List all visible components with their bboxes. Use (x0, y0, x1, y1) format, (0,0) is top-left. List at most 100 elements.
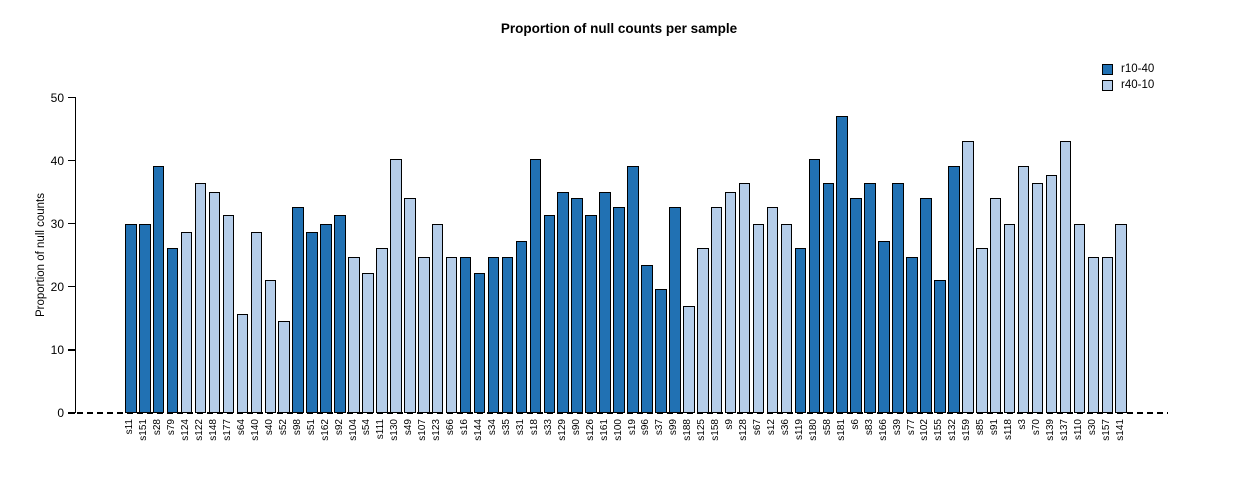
x-tick-label-s148: s148 (208, 419, 219, 441)
x-tick-label-s99: s99 (668, 419, 680, 436)
bar-s125 (696, 248, 709, 413)
bar-s151 (138, 224, 151, 413)
bar-s83 (864, 182, 876, 413)
bar-s132 (948, 166, 960, 413)
x-tick-label-s132: s132 (947, 419, 959, 441)
x-tick-label-s52: s52 (277, 419, 289, 436)
x-tick-label-s37: s37 (654, 419, 666, 436)
x-tick-label-s98: s98 (291, 419, 303, 436)
chart-title: Proportion of null counts per sample (500, 21, 738, 36)
bar-s58 (822, 182, 835, 413)
x-tick-label-s100: s100 (612, 419, 624, 441)
x-tick-label-s129: s129 (556, 419, 568, 441)
bar-s177 (222, 214, 235, 413)
x-tick-label-s91: s91 (989, 419, 1001, 436)
legend-swatch-r10-40 (1102, 63, 1113, 75)
y-tick-mark (68, 96, 75, 99)
legend-label-r10-40: r10-40 (1121, 63, 1155, 75)
bar-s119 (794, 248, 807, 413)
x-tick-label-s79: s79 (166, 419, 178, 436)
legend: r10-40 r40-10 (1102, 61, 1154, 93)
bar-s92 (334, 214, 346, 413)
x-tick-label-s181: s181 (835, 419, 847, 441)
x-tick-label-s166: s166 (877, 419, 889, 441)
x-tick-label-s30: s30 (1086, 419, 1098, 436)
x-tick-label-s58: s58 (821, 419, 833, 436)
bar-s118 (1003, 224, 1016, 413)
bar-s54 (362, 272, 374, 413)
bar-s9 (724, 191, 737, 413)
y-tick-mark (68, 349, 75, 351)
x-tick-label-s122: s122 (194, 419, 206, 441)
bar-s99 (669, 206, 681, 413)
x-tick-label-s159: s159 (961, 419, 973, 441)
x-tick-label-s104: s104 (347, 419, 359, 441)
x-tick-label-s119: s119 (793, 419, 805, 440)
x-tick-label-s139: s139 (1045, 419, 1056, 441)
bar-s16 (459, 257, 472, 413)
bar-s124 (180, 231, 193, 413)
x-tick-label-s34: s34 (487, 419, 498, 436)
x-tick-label-s36: s36 (779, 419, 791, 436)
x-tick-label-s128: s128 (738, 419, 750, 441)
bar-s126 (585, 214, 597, 413)
bar-s148 (208, 191, 221, 413)
x-tick-label-s83: s83 (863, 419, 875, 436)
x-tick-label-s110: s110 (1072, 419, 1084, 440)
x-tick-label-s180: s180 (807, 419, 819, 441)
y-tick-label: 50 (50, 90, 64, 105)
x-tick-label-s111: s111 (375, 419, 387, 440)
x-tick-label-s31: s31 (514, 419, 526, 436)
x-tick-label-s141: s141 (1114, 419, 1126, 441)
x-tick-label-s125: s125 (696, 419, 708, 441)
x-tick-label-s39: s39 (891, 419, 903, 436)
bar-s137 (1059, 141, 1072, 413)
x-tick-label-s137: s137 (1058, 419, 1070, 441)
x-tick-label-s123: s123 (431, 419, 443, 441)
bar-s37 (655, 289, 667, 413)
x-tick-label-s140: s140 (249, 419, 261, 441)
bar-s51 (306, 231, 318, 413)
x-tick-label-s28: s28 (152, 419, 164, 436)
bar-s31 (515, 240, 528, 413)
bar-s40 (264, 280, 277, 413)
x-tick-label-s9: s9 (724, 419, 736, 430)
y-tick-label: 20 (50, 279, 64, 294)
bar-s3 (1017, 166, 1030, 413)
bar-s49 (404, 198, 416, 413)
bar-s30 (1087, 257, 1100, 413)
x-tick-label-s70: s70 (1031, 419, 1043, 436)
x-tick-label-s67: s67 (752, 419, 764, 436)
bar-s19 (627, 166, 639, 413)
x-tick-label-s3: s3 (1017, 419, 1029, 430)
y-tick-label: 40 (50, 153, 64, 168)
bar-s161 (599, 191, 611, 413)
x-tick-label-s6: s6 (849, 419, 861, 430)
bar-s39 (892, 182, 904, 413)
y-tick-mark (68, 223, 75, 225)
bar-s157 (1101, 257, 1114, 413)
x-tick-label-s64: s64 (235, 419, 247, 436)
legend-swatch-r40-10 (1102, 79, 1113, 91)
bar-s11 (125, 224, 137, 413)
bar-s155 (934, 280, 946, 413)
y-tick-label: 30 (50, 216, 64, 231)
bar-s110 (1073, 224, 1086, 413)
x-tick-label-s151: s151 (138, 419, 150, 441)
x-tick-label-s90: s90 (570, 419, 582, 436)
legend-item-r10-40: r10-40 (1102, 61, 1154, 77)
bar-s100 (613, 206, 625, 413)
x-tick-label-s18: s18 (528, 419, 540, 436)
x-tick-label-s107: s107 (417, 419, 429, 441)
bar-s180 (808, 158, 821, 413)
bar-s18 (529, 158, 542, 413)
x-tick-label-s16: s16 (459, 419, 471, 436)
x-tick-label-s102: s102 (919, 419, 931, 441)
x-tick-label-s158: s158 (710, 419, 722, 441)
bar-s140 (250, 231, 263, 413)
bar-s122 (194, 182, 207, 413)
x-tick-label-s124: s124 (180, 419, 192, 441)
bar-s141 (1115, 224, 1128, 413)
x-tick-label-s130: s130 (389, 419, 401, 441)
